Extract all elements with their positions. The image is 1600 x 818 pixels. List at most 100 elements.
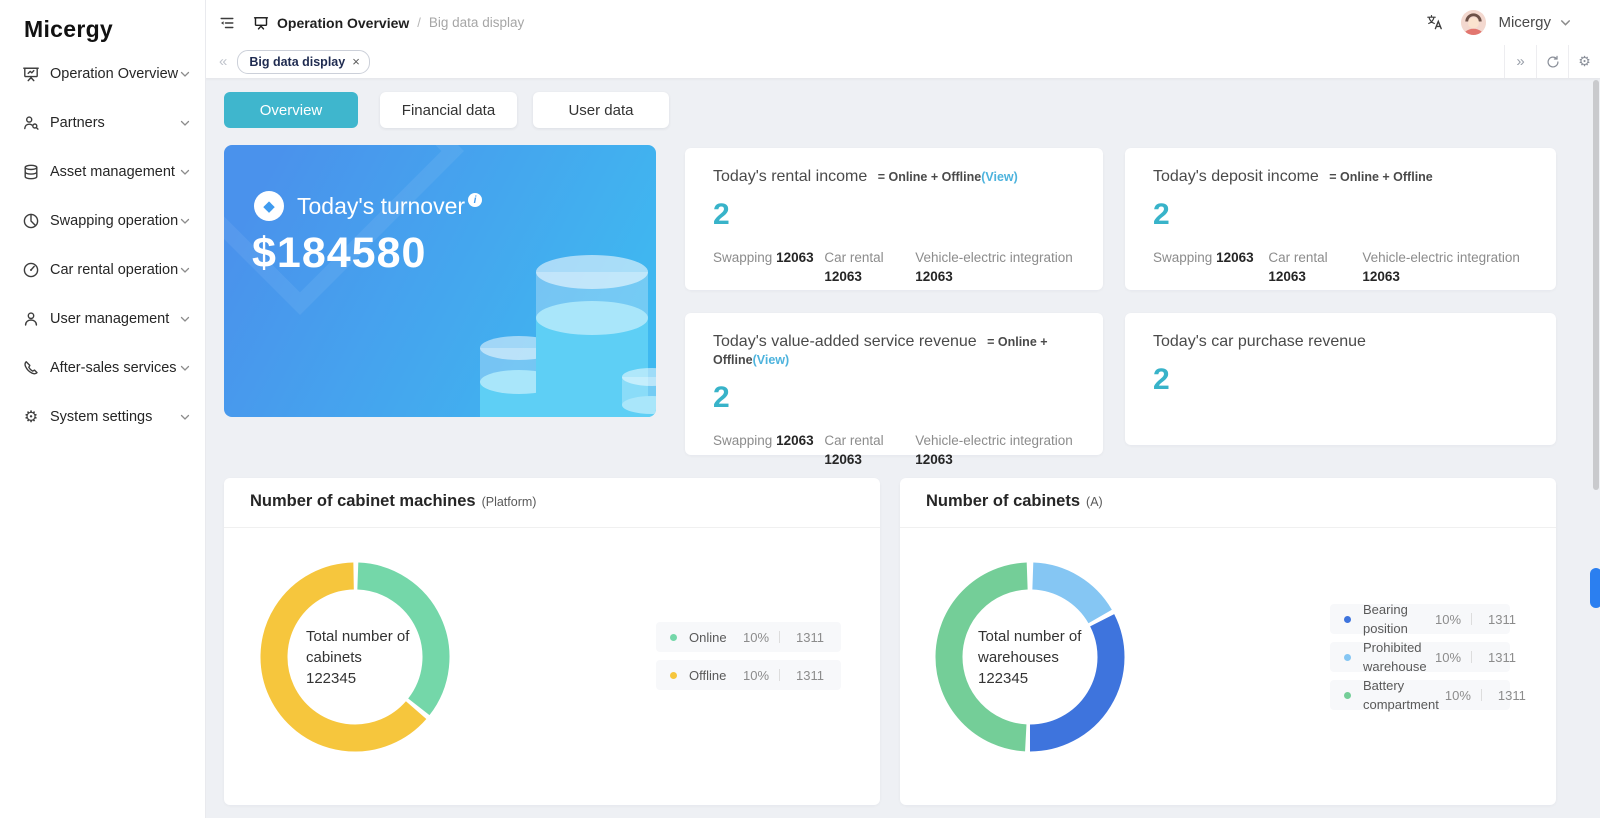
view-tab-financial-data[interactable]: Financial data bbox=[380, 92, 517, 128]
sidebar-nav: Operation Overview Partners Asset manage… bbox=[0, 49, 205, 441]
tab-close-icon[interactable]: × bbox=[352, 54, 360, 69]
sidebar-item-swapping-operation[interactable]: Swapping operation bbox=[0, 196, 205, 245]
sidebar-item-label: System settings bbox=[50, 408, 153, 425]
user-menu[interactable]: Micergy bbox=[1498, 14, 1551, 31]
stat-swapping: Swapping 12063 bbox=[1153, 250, 1254, 265]
breadcrumb-separator: / bbox=[417, 15, 421, 30]
sidebar-item-label: User management bbox=[50, 310, 170, 327]
sidebar-item-asset-management[interactable]: Asset management bbox=[0, 147, 205, 196]
view-tab-user-data[interactable]: User data bbox=[533, 92, 669, 128]
tabs-scroll-right-icon[interactable]: » bbox=[1504, 45, 1536, 78]
sidebar: Micergy Operation Overview Partners bbox=[0, 0, 206, 818]
card-formula: = Online + Offline bbox=[1329, 170, 1433, 184]
breadcrumb: Operation Overview / Big data display bbox=[253, 15, 524, 31]
tab-label: Big data display bbox=[249, 54, 346, 69]
cabinets-chart-card: Number of cabinets (A) Total number of w… bbox=[900, 478, 1556, 805]
legend-item-battery-compartment[interactable]: Battery compartment 10% 1311 bbox=[1330, 678, 1526, 712]
legend-item-bearing-position[interactable]: Bearing position 10% 1311 bbox=[1330, 602, 1516, 636]
stat-car-rental: Car rental 12063 bbox=[824, 433, 884, 467]
diamond-icon: ◆ bbox=[254, 191, 284, 221]
stat-swapping: Swapping 12063 bbox=[713, 433, 814, 448]
stat-vehicle-electric: Vehicle-electric integration 12063 bbox=[915, 433, 1073, 467]
tabbar-actions: » ⚙ bbox=[1504, 45, 1600, 78]
legend-item-offline[interactable]: Offline 10% 1311 bbox=[656, 660, 841, 690]
blue-scroll-indicator[interactable] bbox=[1590, 568, 1600, 608]
sidebar-item-partners[interactable]: Partners bbox=[0, 98, 205, 147]
presentation-board-icon bbox=[253, 15, 269, 31]
card-value: 2 bbox=[713, 198, 730, 231]
sidebar-item-operation-overview[interactable]: Operation Overview bbox=[0, 49, 205, 98]
chevron-down-icon bbox=[179, 68, 191, 80]
card-formula: = Online + Offline bbox=[713, 335, 1048, 367]
info-icon[interactable]: i bbox=[468, 193, 483, 207]
value-added-revenue-card: Today's value-added service revenue = On… bbox=[685, 313, 1103, 467]
tabs-scroll-left-icon[interactable]: « bbox=[219, 53, 228, 70]
app-logo: Micergy bbox=[24, 16, 114, 42]
user-icon bbox=[22, 310, 40, 328]
legend-divider bbox=[1480, 689, 1482, 701]
sidebar-item-label: Swapping operation bbox=[50, 212, 179, 229]
sidebar-item-label: Operation Overview bbox=[50, 65, 179, 82]
refresh-icon[interactable] bbox=[1536, 45, 1568, 78]
card-value: 2 bbox=[1153, 198, 1170, 231]
translate-icon[interactable] bbox=[1426, 14, 1443, 31]
gear-icon: ⚙ bbox=[23, 408, 39, 426]
stat-vehicle-electric: Vehicle-electric integration 12063 bbox=[915, 250, 1073, 284]
sidebar-item-label: Car rental operation bbox=[50, 261, 179, 278]
donut-chart[interactable] bbox=[260, 562, 450, 752]
pie-chart-icon bbox=[22, 212, 40, 230]
car-purchase-revenue-card: Today's car purchase revenue 2 bbox=[1125, 313, 1556, 445]
stat-swapping: Swapping 12063 bbox=[713, 250, 814, 265]
chart-title-suffix: (Platform) bbox=[481, 495, 537, 509]
cabinet-machines-chart-card: Number of cabinet machines (Platform) To… bbox=[224, 478, 880, 805]
view-link[interactable]: (View) bbox=[752, 353, 790, 367]
donut-center-label: Total number of cabinets 122345 bbox=[306, 628, 410, 687]
card-title: Today's car purchase revenue bbox=[1153, 333, 1366, 350]
vertical-scrollbar-thumb[interactable] bbox=[1593, 80, 1599, 490]
speedometer-icon bbox=[22, 261, 40, 279]
rental-income-card: Today's rental income = Online + Offline… bbox=[685, 148, 1103, 290]
card-formula: = Online + Offline bbox=[877, 170, 982, 184]
sidebar-item-after-sales-services[interactable]: After-sales services bbox=[0, 343, 205, 392]
chart-title: Number of cabinets bbox=[926, 492, 1081, 510]
chevron-down-icon bbox=[179, 362, 191, 374]
chevron-down-icon bbox=[179, 215, 191, 227]
card-value: 2 bbox=[713, 381, 730, 414]
card-title: Today's deposit income bbox=[1153, 168, 1319, 185]
legend-divider bbox=[779, 669, 780, 681]
card-title: Today's value-added service revenue bbox=[713, 333, 977, 350]
tab-big-data-display[interactable]: Big data display × bbox=[237, 49, 370, 74]
topbar: Operation Overview / Big data display Mi… bbox=[205, 0, 1600, 46]
chevron-down-icon bbox=[179, 166, 191, 178]
topbar-right: Micergy bbox=[1426, 10, 1572, 35]
chevron-down-icon bbox=[179, 313, 191, 325]
legend-item-prohibited-warehouse[interactable]: Prohibited warehouse 10% 1311 bbox=[1330, 640, 1516, 674]
legend-item-online[interactable]: Online 10% 1311 bbox=[656, 622, 841, 652]
user-menu-chevron-icon[interactable] bbox=[1559, 16, 1572, 29]
partners-icon bbox=[22, 114, 40, 132]
avatar[interactable] bbox=[1461, 10, 1487, 35]
legend-divider bbox=[779, 631, 780, 643]
stat-vehicle-electric: Vehicle-electric integration 12063 bbox=[1362, 250, 1520, 284]
cylinder-decoration bbox=[480, 255, 656, 417]
tabbar: « Big data display × » ⚙ bbox=[205, 45, 1600, 79]
sidebar-item-label: Partners bbox=[50, 114, 105, 131]
sidebar-item-system-settings[interactable]: ⚙ System settings bbox=[0, 392, 205, 441]
turnover-value: $184580 bbox=[252, 229, 427, 277]
donut-chart[interactable] bbox=[935, 562, 1125, 752]
turnover-card: ◆ Today's turnover i $184580 bbox=[224, 145, 656, 417]
collapse-sidebar-icon[interactable] bbox=[219, 15, 235, 31]
sidebar-item-car-rental-operation[interactable]: Car rental operation bbox=[0, 245, 205, 294]
settings-icon[interactable]: ⚙ bbox=[1568, 45, 1600, 78]
legend-dot bbox=[670, 671, 677, 679]
presentation-board-icon bbox=[22, 65, 40, 83]
database-icon bbox=[22, 163, 40, 181]
breadcrumb-section[interactable]: Operation Overview bbox=[277, 14, 410, 31]
chart-title: Number of cabinet machines bbox=[250, 492, 476, 510]
legend-dot bbox=[670, 633, 677, 641]
donut-center-label: Total number of warehouses 122345 bbox=[978, 628, 1082, 687]
view-link[interactable]: (View) bbox=[981, 170, 1018, 184]
view-tab-overview[interactable]: Overview bbox=[224, 92, 358, 128]
sidebar-item-user-management[interactable]: User management bbox=[0, 294, 205, 343]
turnover-title: Today's turnover bbox=[297, 192, 466, 219]
